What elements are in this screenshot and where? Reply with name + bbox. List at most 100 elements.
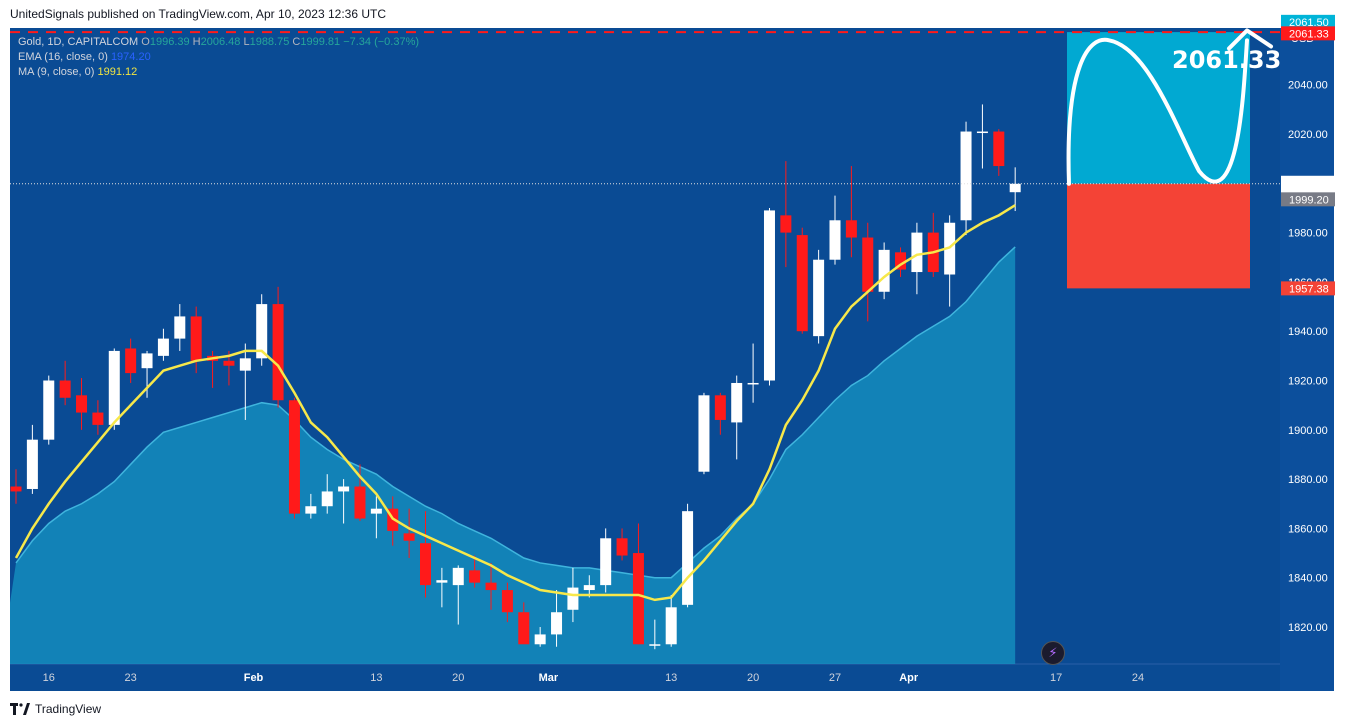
candle-body: [436, 580, 448, 583]
candle: [108, 348, 120, 430]
stop-axis-label: 1957.38: [1281, 281, 1335, 296]
ema-area: [10, 246, 1016, 664]
candle-body: [616, 538, 628, 556]
candle: [911, 222, 923, 295]
candle-body: [485, 582, 497, 591]
candle-body: [862, 237, 874, 292]
time-tick-label: 16: [43, 672, 55, 684]
candle: [272, 286, 284, 408]
candle: [288, 397, 300, 519]
top-axis-label-text: 2061.50: [1289, 17, 1329, 29]
publisher-header: UnitedSignals published on TradingView.c…: [10, 7, 387, 21]
ma-axis-label-bg: [1281, 192, 1335, 207]
candle: [239, 343, 251, 420]
current-price-text: 1999.81: [1290, 179, 1330, 191]
time-tick-label: 20: [452, 672, 464, 684]
candle: [813, 249, 825, 344]
candle: [1009, 167, 1021, 212]
candle: [321, 474, 333, 514]
candle-body: [288, 400, 300, 514]
price-lines: [10, 31, 1280, 185]
candle-body: [305, 506, 317, 514]
candle: [632, 523, 644, 645]
ma-label: MA (9, close, 0): [18, 66, 95, 78]
target-zone: [1067, 32, 1250, 184]
ema-value: 1974.20: [110, 51, 151, 63]
time-tick-label: 13: [370, 672, 382, 684]
candle-body: [649, 644, 661, 646]
ema-label: EMA (16, close, 0): [18, 51, 108, 63]
candle-body: [10, 486, 22, 492]
top-axis-label: 2061.50: [1281, 14, 1335, 29]
candle: [256, 294, 268, 366]
candle: [993, 129, 1005, 176]
target-price-annotation: 2061.33: [1172, 46, 1281, 74]
candle: [174, 304, 186, 351]
time-tick-label: 13: [665, 672, 677, 684]
price-tick-label: 2040.00: [1288, 80, 1328, 92]
candle-body: [780, 215, 792, 233]
candle-body: [698, 395, 710, 472]
candle: [518, 602, 530, 645]
candle-body: [43, 380, 55, 440]
time-axis: 16 23 Feb 13 20 Mar 13 20 27 Apr 17 24: [43, 672, 1145, 684]
chart-legend: Gold, 1D, CAPITALCOM O1996.39 H2006.48 L…: [18, 35, 419, 80]
time-tick-label: Apr: [899, 672, 919, 684]
ema-line: [15, 246, 1016, 579]
candle: [665, 594, 677, 647]
price-tick-label: 2020.00: [1288, 129, 1328, 141]
time-axis-background: [10, 664, 1280, 691]
candle-body: [665, 607, 677, 645]
candle: [600, 528, 612, 593]
symbol-name: Gold, 1D, CAPITALCOM: [18, 36, 139, 48]
candle: [534, 627, 546, 647]
candle-body: [747, 382, 759, 385]
close-value: 1999.81: [300, 36, 341, 48]
target-axis-label-bg: [1281, 26, 1335, 41]
candle: [682, 503, 694, 608]
candle: [92, 400, 104, 435]
candle-body: [76, 395, 88, 413]
candle-body: [190, 316, 202, 361]
change-value: −7.34 (−0.37%): [343, 36, 420, 48]
projection-arrow: 2061.33: [1066, 28, 1281, 186]
candle-body: [239, 358, 251, 371]
candle: [26, 424, 38, 494]
open-value: 1996.39: [149, 36, 190, 48]
candle-body: [26, 439, 38, 489]
candle-body: [960, 131, 972, 221]
symbol-legend-row: Gold, 1D, CAPITALCOM O1996.39 H2006.48 L…: [18, 35, 419, 50]
candle: [76, 378, 88, 430]
candle-body: [403, 533, 415, 541]
candle-body: [567, 587, 579, 610]
candle-body: [829, 220, 841, 260]
candle-body: [108, 350, 120, 425]
candle-body: [370, 508, 382, 514]
long-position-box: [1067, 32, 1250, 289]
candle-body: [993, 131, 1005, 167]
candle-body: [452, 567, 464, 586]
arrow-head: [1227, 28, 1273, 51]
candle-body: [911, 232, 923, 273]
time-tick-label: Feb: [244, 672, 264, 684]
candle-body: [354, 486, 366, 519]
candle-body: [223, 360, 235, 366]
time-tick-label: Mar: [539, 672, 559, 684]
candle-body: [256, 304, 268, 359]
high-label: H: [192, 36, 201, 48]
low-value: 1988.75: [249, 36, 290, 48]
price-tick-label: 1860.00: [1288, 523, 1328, 535]
indicator-lines: [14, 204, 1016, 602]
candle: [157, 328, 169, 361]
candle: [370, 496, 382, 539]
candle: [862, 222, 874, 322]
candle: [796, 227, 808, 334]
lightning-icon[interactable]: ⚡: [1041, 641, 1065, 665]
price-tick-label: 1980.00: [1288, 228, 1328, 240]
candle-body: [895, 252, 907, 270]
candle: [403, 508, 415, 558]
footer-brand: TradingView: [35, 702, 102, 716]
ma-axis-label: 1999.20: [1281, 192, 1335, 207]
candle-body: [501, 590, 513, 613]
